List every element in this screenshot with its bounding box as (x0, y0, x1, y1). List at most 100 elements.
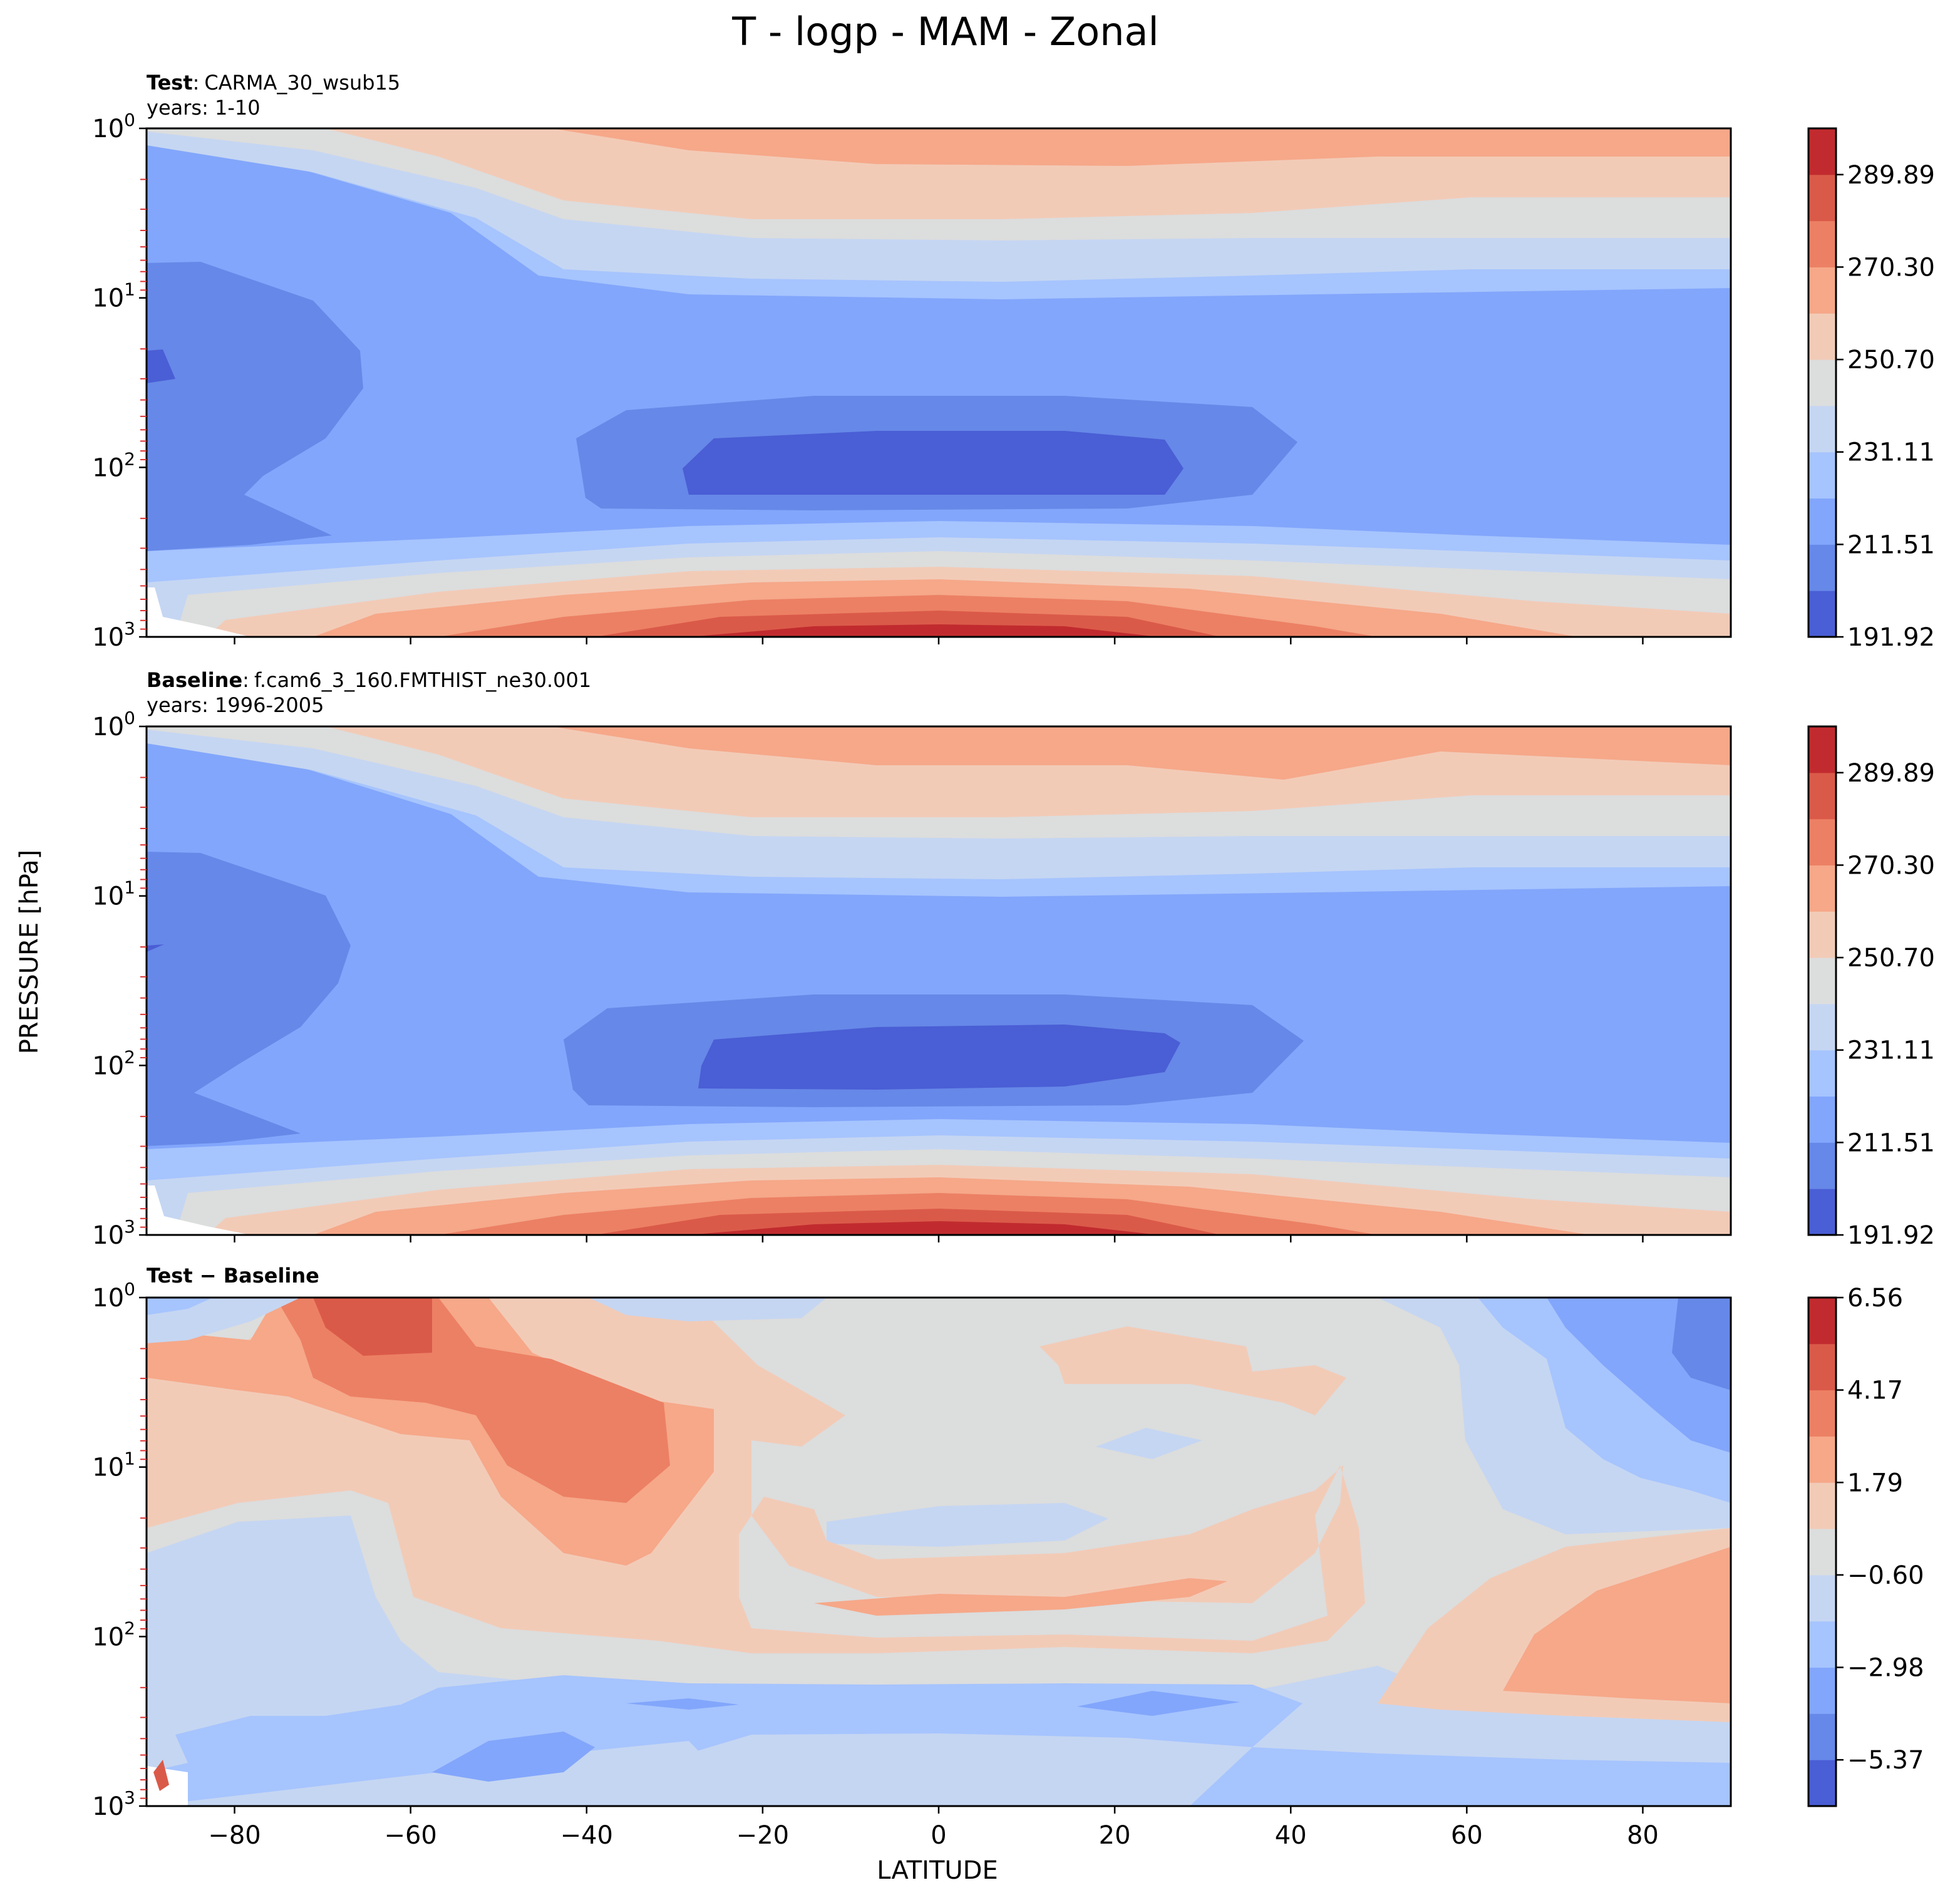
colorbar-segment (1808, 220, 1836, 267)
colorbar-tick-label-0: 289.89 (1847, 759, 1935, 788)
x-tick-label-5: 20 (1099, 1821, 1131, 1850)
colorbar-segment (1808, 1390, 1836, 1437)
colorbar-difference: 6.56 4.17 1.79 −0.60 −2.98 −5.37 (1807, 1284, 1924, 1807)
colorbar-segment (1808, 267, 1836, 314)
colorbar-segment (1808, 1436, 1836, 1483)
y-tick-label-1: 101 (92, 1448, 135, 1482)
y-tick-label-1: 101 (92, 279, 135, 313)
colorbar-segment (1808, 1482, 1836, 1529)
panel-baseline-years: years: 1996-2005 (147, 693, 324, 717)
y-tick-base-2: 10 (92, 1623, 124, 1651)
colorbar-segment (1808, 772, 1836, 820)
y-tick-exp-3: 3 (124, 1216, 135, 1237)
diff-corner-red (153, 1760, 169, 1791)
baseline-tropic-core (698, 1025, 1180, 1090)
panel-test-label-sep: : (193, 71, 200, 95)
y-tick-label-3: 103 (92, 1216, 135, 1250)
panel-test: Test: CARMA_30_wsub15 years: 1-10 1001011… (92, 71, 1732, 652)
x-tick-label-1: −60 (384, 1821, 436, 1850)
test-tropic-core (683, 431, 1184, 495)
y-tick-exp-3: 3 (124, 618, 135, 639)
diff-right-salmon (1503, 1547, 1731, 1703)
panel-difference-contours (147, 1298, 1731, 1806)
colorbar-test: 289.89 270.30 250.70 231.11 211.51 191.92 (1807, 127, 1935, 652)
colorbar-segment (1808, 865, 1836, 912)
y-tick-exp-1: 1 (124, 877, 135, 898)
diff-mid-salmon-band (814, 1578, 1227, 1616)
y-tick-exp-2: 2 (124, 448, 135, 469)
diff-left-red (313, 1298, 432, 1356)
y-axis-label: PRESSURE [hPa] (15, 850, 44, 1054)
colorbar-segment (1808, 1529, 1836, 1576)
y-tick-base-1: 10 (92, 882, 124, 911)
panel-difference-xticklabels: −80 −60 −40 −20 0 20 40 60 80 (208, 1821, 1659, 1850)
panel-baseline-minorticks (140, 777, 147, 1228)
colorbar-baseline: 289.89 270.30 250.70 231.11 211.51 191.92 (1807, 725, 1935, 1250)
diff-mid-pale-blue (827, 1503, 1108, 1547)
y-tick-exp-0: 0 (124, 110, 135, 130)
y-tick-base-3: 10 (92, 1792, 124, 1821)
colorbar-tick-label-5: 191.92 (1847, 623, 1935, 652)
y-tick-exp-1: 1 (124, 1448, 135, 1469)
colorbar-segment (1808, 958, 1836, 1004)
panel-baseline-xticks (234, 1235, 1644, 1242)
panel-difference-xticks (234, 1806, 1644, 1814)
panel-baseline-contours (147, 726, 1731, 1235)
colorbar-tick-label-3: 231.11 (1847, 1036, 1935, 1065)
colorbar-frame (1807, 1296, 1837, 1807)
diff-right-darkblue (1672, 1298, 1731, 1390)
colorbar-segment (1808, 359, 1836, 406)
y-tick-exp-2: 2 (124, 1618, 135, 1638)
diff-lower-blue-patch-mid (626, 1698, 739, 1710)
colorbar-segment (1808, 452, 1836, 499)
colorbar-segment (1808, 911, 1836, 958)
y-tick-exp-0: 0 (124, 708, 135, 728)
colorbar-tick-label-2: 250.70 (1847, 346, 1935, 374)
y-tick-base-3: 10 (92, 1221, 124, 1250)
colorbar-segment (1808, 1050, 1836, 1097)
colorbar-tick-label-1: 270.30 (1847, 851, 1935, 880)
colorbar-tick-label-2: 1.79 (1847, 1469, 1903, 1497)
diff-lower-blue-patch-right (1077, 1691, 1240, 1716)
panel-baseline-label-bold: Baseline (147, 668, 242, 692)
colorbar-segment (1808, 313, 1836, 360)
panel-test-xticks (234, 637, 1644, 644)
test-upper-salmon (551, 128, 1731, 166)
colorbar-segment (1808, 1096, 1836, 1143)
colorbar-segment (1808, 591, 1836, 638)
panel-test-label-bold: Test (147, 71, 193, 95)
y-tick-base-1: 10 (92, 1453, 124, 1482)
panel-baseline-label-sep: : (242, 668, 249, 692)
panel-test-label: Test: CARMA_30_wsub15 (147, 71, 400, 95)
colorbar-tick-label-3: 231.11 (1847, 438, 1935, 467)
colorbar-segment (1808, 498, 1836, 545)
x-tick-label-7: 60 (1451, 1821, 1483, 1850)
x-axis-label: LATITUDE (877, 1856, 998, 1885)
x-tick-label-8: 80 (1627, 1821, 1659, 1850)
colorbar-frame (1807, 725, 1837, 1236)
colorbar-segment (1808, 544, 1836, 591)
panel-test-contours (147, 128, 1731, 637)
panel-baseline: Baseline: f.cam6_3_160.FMTHIST_ne30.001 y… (92, 668, 1732, 1250)
y-tick-exp-1: 1 (124, 279, 135, 300)
y-tick-base-0: 10 (92, 115, 124, 143)
baseline-polar-core (147, 944, 164, 952)
colorbar-tick-label-0: 6.56 (1847, 1284, 1903, 1313)
diff-top-mid-pale-blue (589, 1298, 827, 1321)
colorbar-tick-label-3: −0.60 (1847, 1561, 1924, 1590)
colorbar-tick-label-1: 270.30 (1847, 253, 1935, 282)
colorbar-tick-label-4: 211.51 (1847, 1128, 1935, 1157)
x-tick-label-3: −20 (736, 1821, 789, 1850)
colorbar-segment (1808, 128, 1836, 175)
colorbar-tick-label-5: −5.37 (1847, 1746, 1924, 1775)
colorbar-segment (1808, 1713, 1836, 1760)
colorbar-segment (1808, 174, 1836, 222)
y-tick-base-3: 10 (92, 623, 124, 652)
y-tick-base-0: 10 (92, 1284, 124, 1313)
panel-baseline-label: Baseline: f.cam6_3_160.FMTHIST_ne30.001 (147, 668, 591, 692)
colorbar-tick-label-1: 4.17 (1847, 1376, 1903, 1405)
panel-test-label-value: CARMA_30_wsub15 (204, 71, 400, 95)
colorbar-tick-label-5: 191.92 (1847, 1221, 1935, 1250)
